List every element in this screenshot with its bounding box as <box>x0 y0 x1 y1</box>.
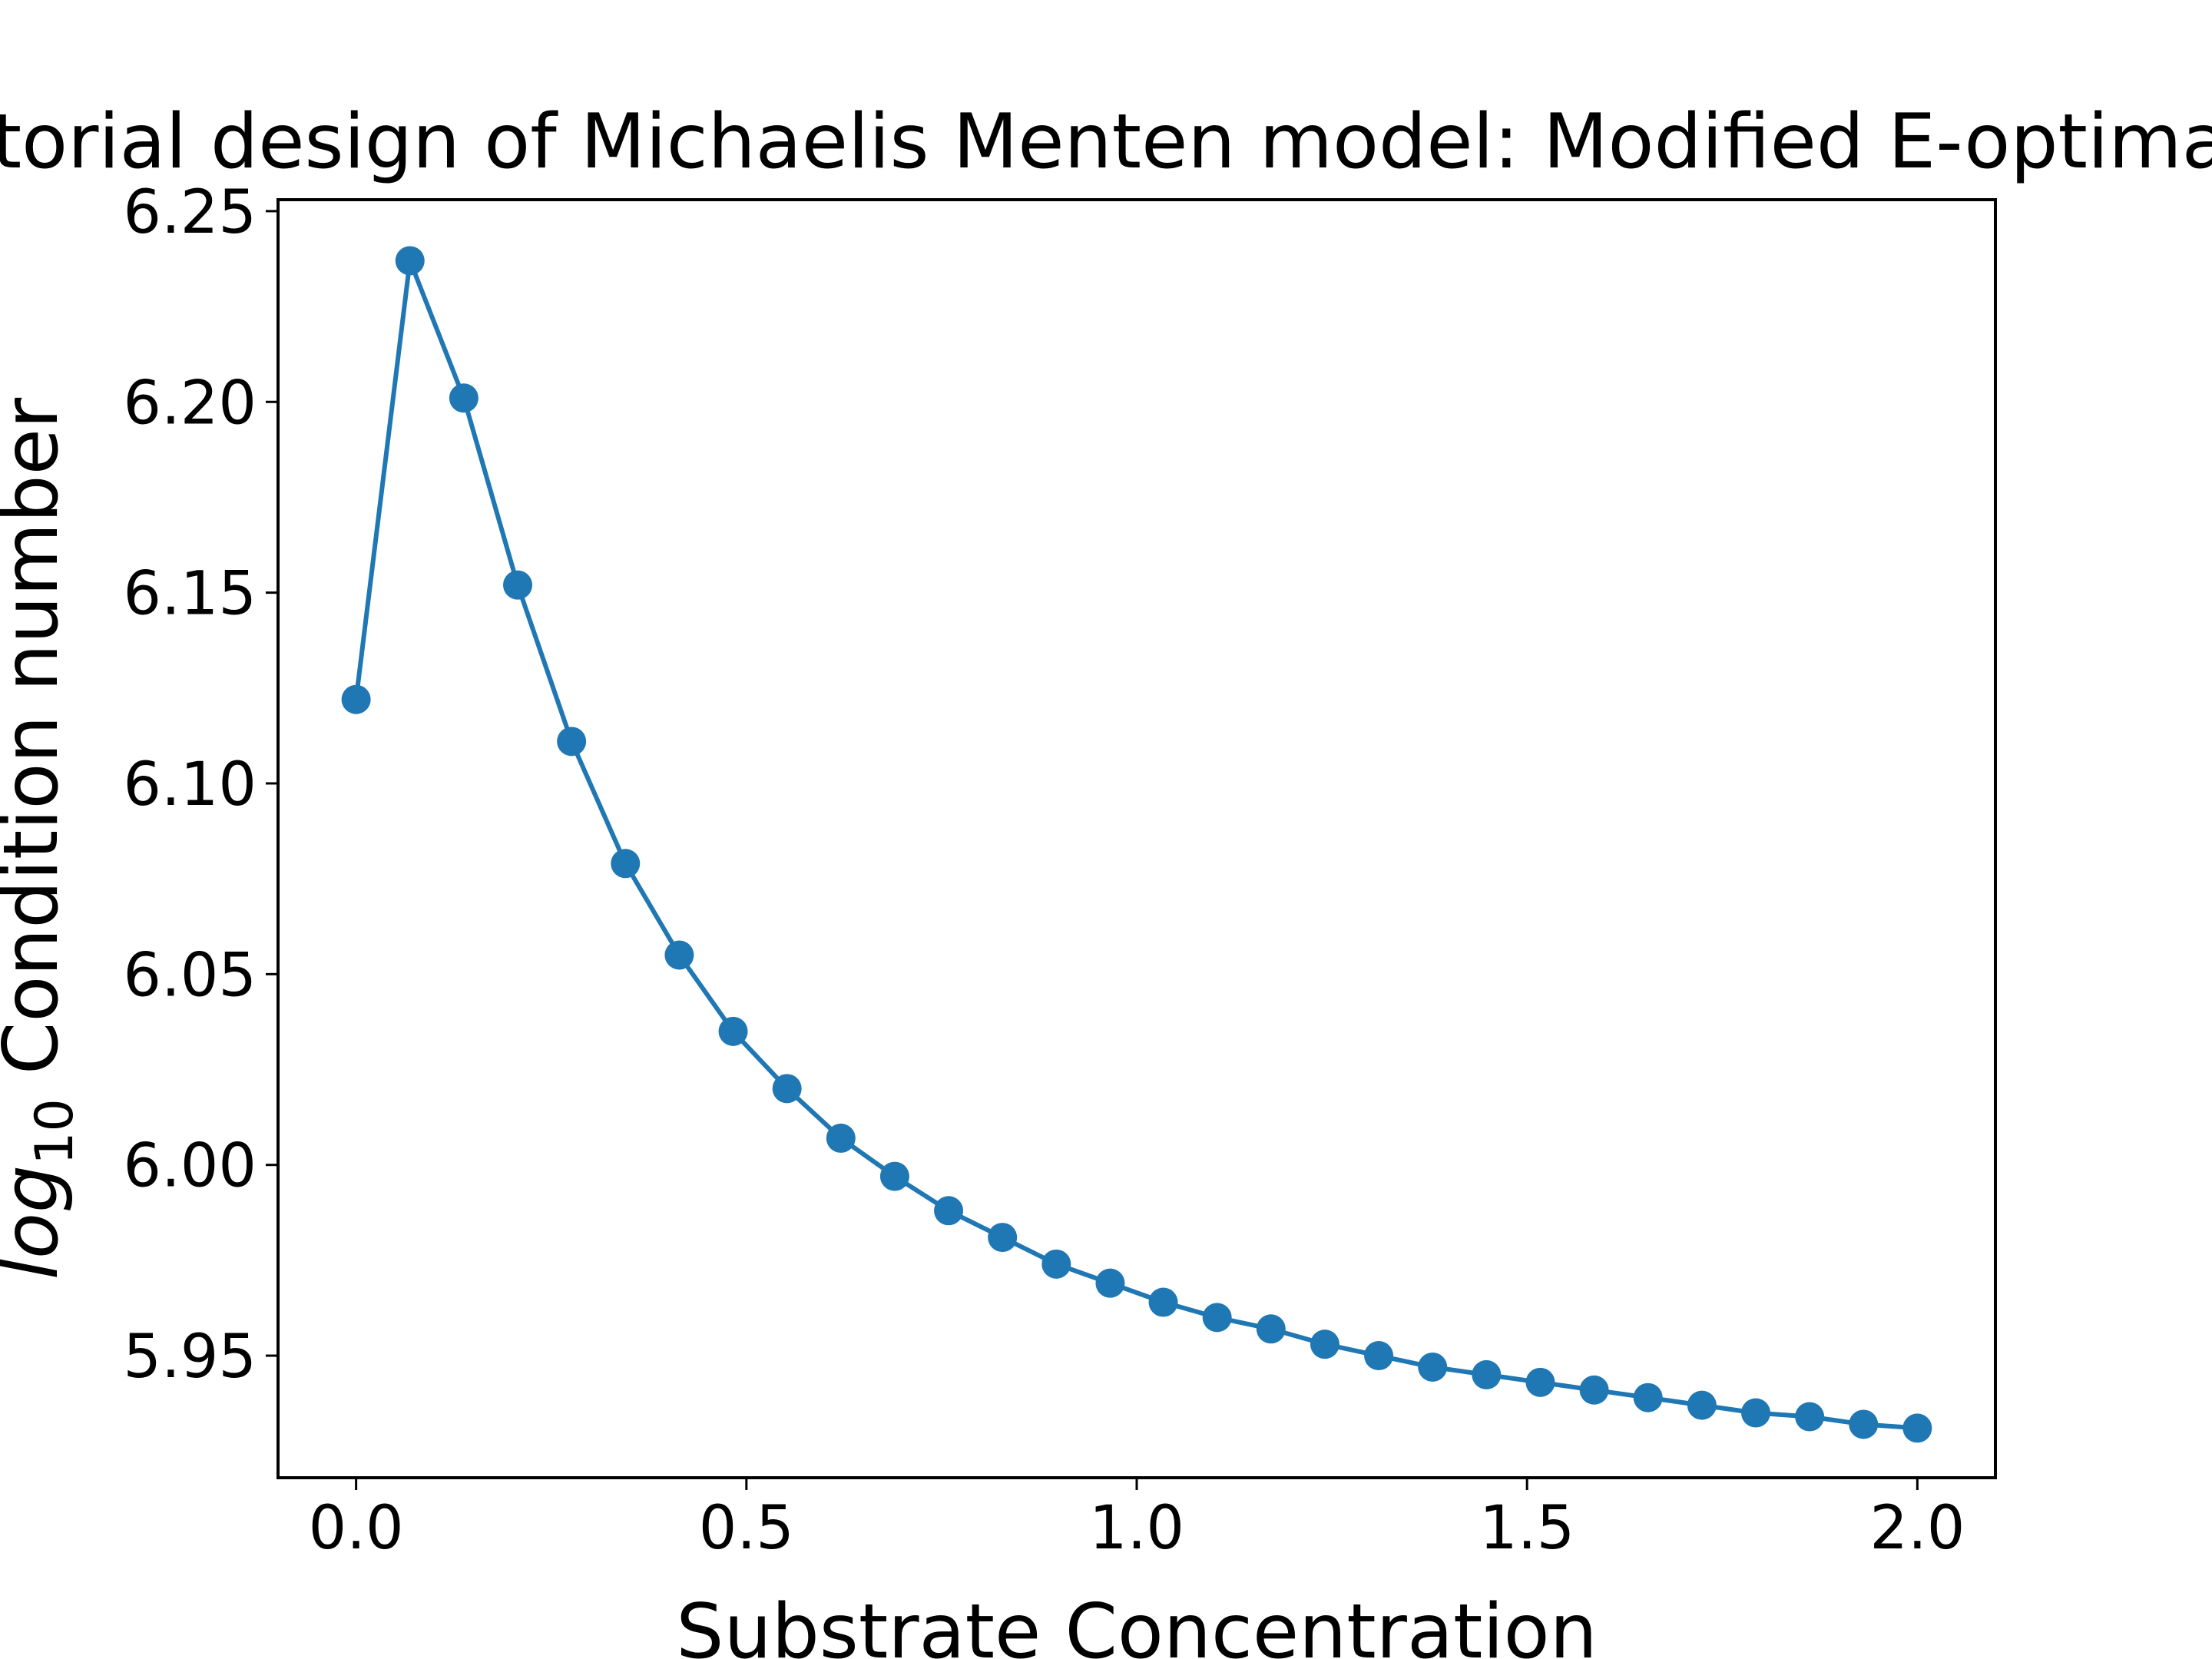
data-point <box>664 940 694 970</box>
series-line <box>353 258 1918 1431</box>
data-point <box>718 1016 748 1046</box>
y-tick-label: 6.10 <box>123 750 257 820</box>
data-point <box>1256 1314 1286 1344</box>
y-axis-label-log: log <box>0 1165 75 1280</box>
data-point <box>1202 1303 1232 1333</box>
data-point <box>395 246 425 276</box>
data-point <box>826 1123 856 1153</box>
data-point <box>879 1161 909 1191</box>
data-point <box>1525 1367 1555 1397</box>
x-tick-label: 0.0 <box>309 1494 404 1563</box>
data-point <box>503 570 533 600</box>
data-point <box>1633 1382 1663 1412</box>
data-point <box>1418 1352 1448 1382</box>
y-axis: 5.95 6.00 6.05 6.10 6.15 6.20 6.25 <box>123 178 278 1392</box>
data-point <box>1849 1409 1879 1439</box>
y-axis-label-subscript: 10 <box>25 1098 85 1165</box>
data-point <box>1795 1402 1825 1432</box>
x-tick-label: 0.5 <box>699 1494 794 1563</box>
y-axis-label-rest: Condition number <box>0 397 75 1098</box>
x-tick-label: 1.0 <box>1089 1494 1184 1563</box>
y-axis-label: log10 Condition number <box>0 397 85 1280</box>
x-tick-label: 1.5 <box>1479 1494 1575 1563</box>
series-condition-number <box>341 246 1932 1443</box>
data-point <box>1579 1375 1609 1405</box>
data-point <box>772 1074 802 1104</box>
chart-title: Factorial design of Michaelis Menten mod… <box>0 98 2212 186</box>
y-tick-label: 6.00 <box>123 1132 257 1201</box>
x-axis: 0.0 0.5 1.0 1.5 2.0 <box>309 1478 1965 1563</box>
y-tick-label: 6.25 <box>123 178 257 247</box>
data-point <box>449 383 478 413</box>
x-axis-label: Substrate Concentration <box>676 1588 1598 1659</box>
data-point <box>1902 1413 1932 1443</box>
data-point <box>1095 1268 1125 1298</box>
data-point <box>557 727 587 757</box>
data-point <box>1148 1287 1178 1317</box>
data-point <box>341 684 371 714</box>
y-tick-label: 5.95 <box>123 1323 257 1392</box>
data-point <box>1364 1341 1394 1371</box>
plot-area <box>276 198 1997 1479</box>
plot-frame <box>276 198 1997 1479</box>
y-tick-label: 6.05 <box>123 941 257 1010</box>
data-point <box>1310 1330 1339 1359</box>
data-point <box>1472 1359 1502 1389</box>
y-tick-label: 6.20 <box>123 369 257 438</box>
x-tick-label: 2.0 <box>1869 1494 1965 1563</box>
y-tick-label: 6.15 <box>123 560 257 629</box>
data-point <box>934 1196 964 1226</box>
data-point <box>611 849 641 879</box>
data-point <box>1687 1390 1717 1420</box>
data-point <box>988 1223 1018 1253</box>
data-point <box>1041 1249 1071 1279</box>
data-point <box>1740 1398 1770 1428</box>
